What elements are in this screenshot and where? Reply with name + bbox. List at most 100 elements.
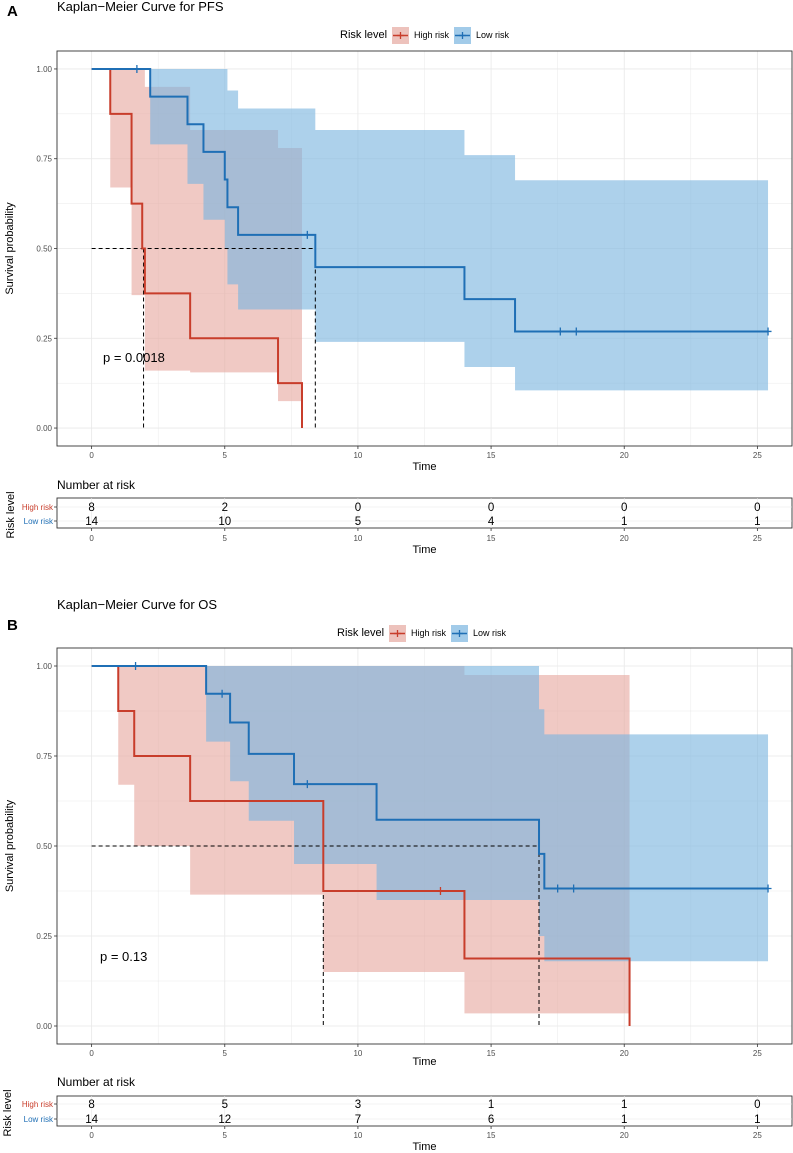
km-curve-high-risk	[91, 665, 631, 1026]
y-tick-label: 0.25	[36, 932, 52, 941]
legend-label: High risk	[411, 628, 447, 638]
risk-count: 0	[355, 502, 361, 514]
legend-label: Low risk	[473, 628, 507, 638]
risk-count: 5	[222, 1099, 228, 1111]
legend-label: Low risk	[476, 30, 510, 40]
risk-table-frame	[56, 497, 793, 529]
risk-row-title: Risk level	[2, 1089, 14, 1136]
y-tick-label: 1.00	[36, 65, 52, 74]
legend-title: Risk level	[337, 627, 384, 639]
axes: 0 5 10 15 20 25 0.00 0.25 0.50 0.75 1.00 Time Surviv…	[4, 65, 762, 473]
x-axis-title: Time	[412, 1056, 436, 1068]
plot-frame	[56, 647, 793, 1045]
risk-table-frame	[56, 1095, 793, 1127]
risk-count: 3	[355, 1099, 361, 1111]
x-tick-label: 5	[223, 1049, 228, 1058]
risk-count: 0	[488, 502, 494, 514]
risk-x-tick-label: 5	[223, 1131, 228, 1140]
risk-row-title: Risk level	[5, 491, 17, 538]
censor-mark	[764, 327, 772, 336]
risk-count: 1	[621, 1114, 627, 1126]
panel-letter: B	[7, 617, 18, 634]
y-tick-label: 0.50	[36, 245, 52, 254]
censor-mark	[436, 887, 444, 895]
x-axis-title: Time	[412, 461, 436, 473]
x-tick-label: 10	[353, 451, 362, 460]
risk-count: 1	[621, 1099, 627, 1111]
x-tick-label: 15	[487, 451, 496, 460]
risk-x-tick-label: 15	[487, 534, 496, 543]
ci-ribbon-low-risk	[91, 666, 769, 962]
risk-x-tick-label: 10	[353, 534, 362, 543]
panel-B: B Kaplan−Meier Curve for OS Risk level High…	[2, 597, 793, 1153]
censor-mark	[218, 689, 226, 698]
ci-ribbon-low-risk	[91, 68, 769, 391]
y-tick-label: 1.00	[36, 662, 52, 671]
y-tick-label: 0.00	[36, 1022, 52, 1031]
censor-mark	[554, 884, 562, 893]
risk-x-tick-label: 25	[753, 1131, 762, 1140]
x-tick-label: 5	[223, 451, 228, 460]
y-tick-label: 0.00	[36, 424, 52, 433]
x-tick-label: 20	[620, 451, 629, 460]
risk-x-tick-label: 20	[620, 534, 629, 543]
risk-x-tick-label: 0	[89, 534, 94, 543]
km-curve-high-risk	[91, 67, 303, 429]
risk-table-title: Number at risk	[57, 1075, 136, 1089]
panel-letter: A	[7, 3, 18, 20]
x-tick-label: 25	[753, 451, 762, 460]
risk-x-tick-label: 25	[753, 534, 762, 543]
risk-table-title: Number at risk	[57, 478, 136, 492]
risk-count: 7	[355, 1114, 361, 1126]
y-tick-label: 0.25	[36, 334, 52, 343]
censor-mark	[570, 884, 578, 893]
median-lines	[91, 248, 316, 429]
risk-x-tick-label: 15	[487, 1131, 496, 1140]
risk-count: 2	[222, 502, 228, 514]
p-value: p = 0.0018	[103, 350, 165, 365]
censor-mark	[764, 884, 772, 893]
legend-key-censor	[456, 630, 463, 637]
censor-mark	[132, 662, 140, 670]
risk-count: 0	[621, 502, 627, 514]
plot-title: Kaplan−Meier Curve for OS	[57, 597, 217, 612]
risk-row-label: High risk	[22, 503, 54, 512]
risk-count: 1	[488, 1099, 494, 1111]
x-tick-label: 15	[487, 1049, 496, 1058]
risk-count: 5	[355, 516, 361, 528]
risk-count: 1	[754, 1114, 760, 1126]
risk-count: 1	[621, 516, 627, 528]
panel-A: A Kaplan−Meier Curve for PFS Risk level Hig…	[4, 0, 793, 556]
y-tick-label: 0.75	[36, 752, 52, 761]
risk-x-tick-label: 10	[353, 1131, 362, 1140]
risk-row-label: High risk	[22, 1100, 54, 1109]
risk-count: 6	[488, 1114, 494, 1126]
risk-count: 12	[218, 1114, 231, 1126]
plot-title: Kaplan−Meier Curve for PFS	[57, 0, 224, 14]
risk-count: 14	[85, 516, 98, 528]
risk-x-title: Time	[412, 1141, 436, 1153]
risk-count: 1	[754, 516, 760, 528]
censor-mark	[303, 230, 311, 239]
legend-label: High risk	[414, 30, 450, 40]
risk-count: 10	[218, 516, 231, 528]
legend: Risk level High risk Low risk	[337, 625, 507, 642]
risk-x-tick-label: 0	[89, 1131, 94, 1140]
censor-mark	[303, 780, 311, 789]
plot-frame	[56, 50, 793, 447]
axes: 0 5 10 15 20 25 0.00 0.25 0.50 0.75 1.00 Time Surviv…	[4, 662, 762, 1068]
y-axis-title: Survival probability	[4, 799, 16, 892]
x-tick-label: 0	[89, 451, 94, 460]
y-tick-label: 0.75	[36, 155, 52, 164]
censor-mark	[133, 64, 141, 73]
risk-x-title: Time	[412, 544, 436, 556]
y-tick-label: 0.50	[36, 842, 52, 851]
censor-mark	[572, 327, 580, 336]
risk-count: 0	[754, 502, 760, 514]
risk-count: 8	[88, 1099, 94, 1111]
p-value: p = 0.13	[100, 949, 147, 964]
risk-x-tick-label: 5	[223, 534, 228, 543]
